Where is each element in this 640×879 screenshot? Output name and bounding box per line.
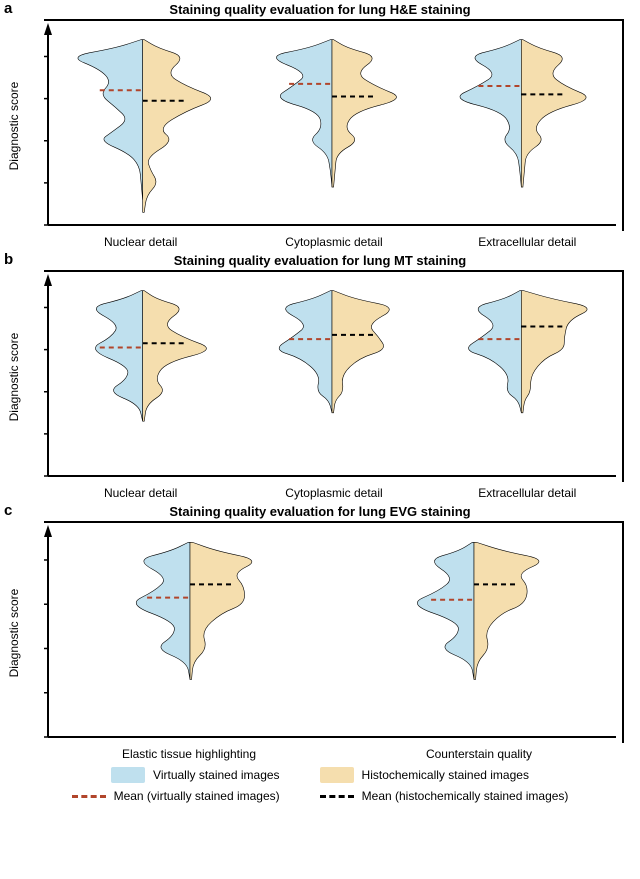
plot-area: Diagnostic score01234 [44,19,624,231]
legend-label: Mean (histochemically stained images) [362,789,569,803]
panel-b: bStaining quality evaluation for lung MT… [10,253,630,500]
x-category-label: Cytoplasmic detail [237,482,430,500]
panel-letter: b [4,251,13,268]
legend-item: Histochemically stained images [320,767,529,783]
x-category-label: Extracellular detail [431,482,624,500]
x-category-label: Nuclear detail [44,231,237,249]
chart-svg: 01234 [44,272,620,482]
chart-svg: 01234 [44,523,620,743]
panel-title: Staining quality evaluation for lung EVG… [10,504,630,519]
y-axis-label: Diagnostic score [7,589,21,678]
chart-svg: 01234 [44,21,620,231]
legend-dash [72,795,106,798]
legend-label: Mean (virtually stained images) [114,789,280,803]
x-category-label: Cytoplasmic detail [237,231,430,249]
legend-swatch [320,767,354,783]
x-category-label: Extracellular detail [431,231,624,249]
x-category-label: Nuclear detail [44,482,237,500]
x-axis-labels: Elastic tissue highlightingCounterstain … [44,743,624,761]
x-category-label: Elastic tissue highlighting [44,743,334,761]
legend-item: Mean (histochemically stained images) [320,789,569,803]
legend-label: Histochemically stained images [362,768,529,782]
panel-letter: a [4,0,12,17]
panel-letter: c [4,502,12,519]
plot-area: Diagnostic score01234 [44,521,624,743]
x-axis-labels: Nuclear detailCytoplasmic detailExtracel… [44,482,624,500]
legend-label: Virtually stained images [153,768,280,782]
x-category-label: Counterstain quality [334,743,624,761]
plot-area: Diagnostic score01234 [44,270,624,482]
y-axis-label: Diagnostic score [7,82,21,171]
x-axis-labels: Nuclear detailCytoplasmic detailExtracel… [44,231,624,249]
panel-title: Staining quality evaluation for lung MT … [10,253,630,268]
legend: Virtually stained images Histochemically … [10,767,630,803]
legend-swatch [111,767,145,783]
legend-dash [320,795,354,798]
panel-c: cStaining quality evaluation for lung EV… [10,504,630,761]
y-axis-label: Diagnostic score [7,333,21,422]
legend-item: Mean (virtually stained images) [72,789,280,803]
panel-a: aStaining quality evaluation for lung H&… [10,2,630,249]
legend-item: Virtually stained images [111,767,280,783]
panel-title: Staining quality evaluation for lung H&E… [10,2,630,17]
